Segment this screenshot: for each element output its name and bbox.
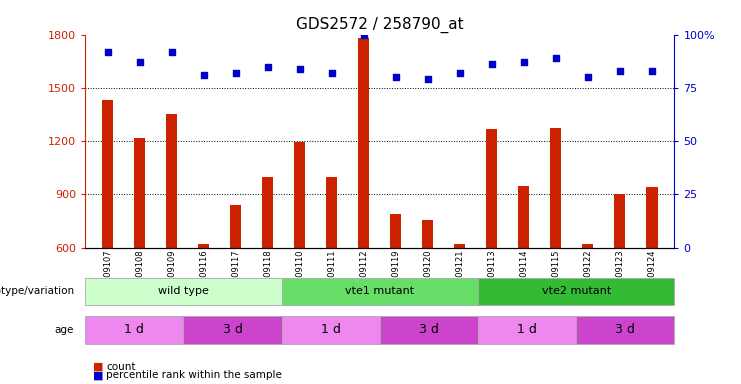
Text: 3 d: 3 d <box>419 323 439 336</box>
Point <box>486 61 498 68</box>
Bar <box>614 194 625 248</box>
Text: ■: ■ <box>93 362 103 372</box>
Bar <box>230 205 242 248</box>
Text: genotype/variation: genotype/variation <box>0 286 74 296</box>
Text: 3 d: 3 d <box>222 323 242 336</box>
Bar <box>102 100 113 248</box>
Point <box>133 59 145 65</box>
Text: ■: ■ <box>93 370 103 380</box>
Point <box>230 70 242 76</box>
Bar <box>646 187 657 248</box>
Point <box>198 72 210 78</box>
Text: wild type: wild type <box>158 286 209 296</box>
Text: 1 d: 1 d <box>517 323 537 336</box>
Bar <box>262 177 273 248</box>
Bar <box>422 220 433 248</box>
Point <box>102 48 113 55</box>
Point <box>614 68 626 74</box>
Bar <box>391 214 402 248</box>
Bar <box>166 114 177 248</box>
Text: percentile rank within the sample: percentile rank within the sample <box>106 370 282 380</box>
Text: vte1 mutant: vte1 mutant <box>345 286 414 296</box>
Point <box>422 76 433 83</box>
Point <box>518 59 530 65</box>
Text: age: age <box>55 325 74 335</box>
Point <box>582 74 594 80</box>
Point <box>358 31 370 38</box>
Point <box>166 48 178 55</box>
Text: 3 d: 3 d <box>615 323 635 336</box>
Point <box>262 63 273 70</box>
Bar <box>134 139 145 248</box>
Point <box>293 66 305 72</box>
Bar <box>198 245 209 248</box>
Text: vte2 mutant: vte2 mutant <box>542 286 611 296</box>
Bar <box>551 128 562 248</box>
Point <box>550 55 562 61</box>
Point <box>454 70 466 76</box>
Title: GDS2572 / 258790_at: GDS2572 / 258790_at <box>296 17 464 33</box>
Bar <box>518 185 529 248</box>
Bar <box>454 245 465 248</box>
Point <box>390 74 402 80</box>
Text: 1 d: 1 d <box>321 323 341 336</box>
Bar <box>358 38 369 248</box>
Bar <box>486 129 497 248</box>
Text: 1 d: 1 d <box>124 323 144 336</box>
Text: count: count <box>106 362 136 372</box>
Point <box>646 68 658 74</box>
Point <box>326 70 338 76</box>
Bar <box>326 177 337 248</box>
Bar <box>582 245 594 248</box>
Bar <box>294 142 305 248</box>
